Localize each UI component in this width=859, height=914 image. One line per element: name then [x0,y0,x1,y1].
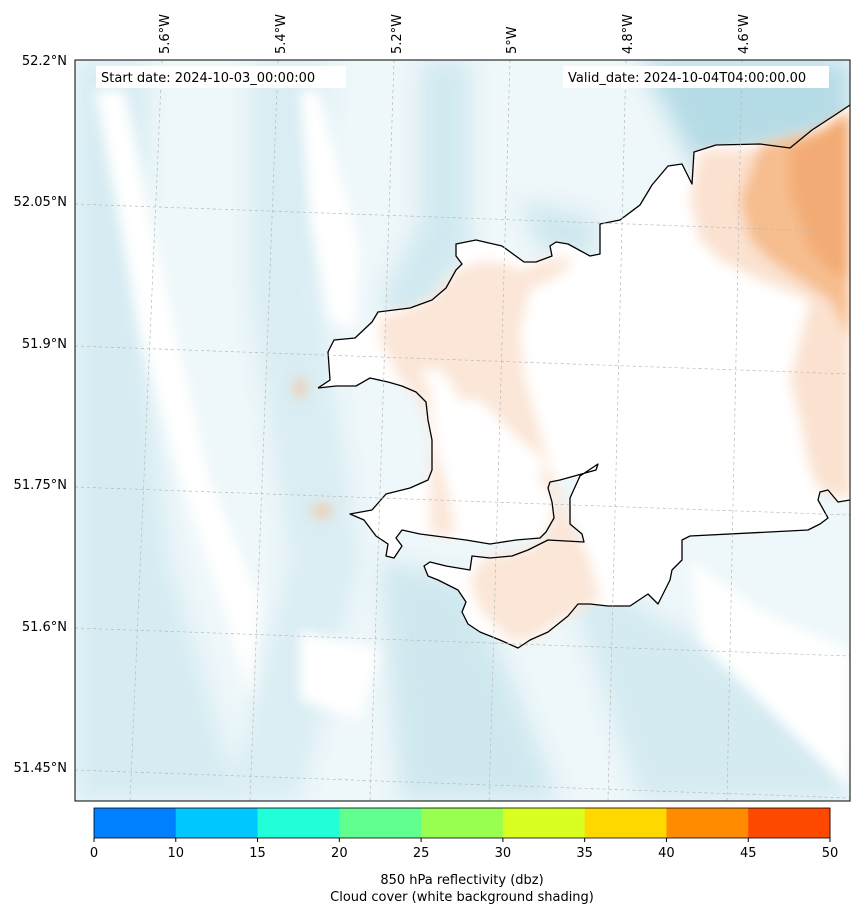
valid-date-box [563,66,829,88]
colorbar-frame [93,807,831,839]
map-frame [74,59,851,802]
colorbar-segment [94,808,177,838]
lat-label: 52.2°N [22,54,67,69]
colorbar-tick-label: 30 [495,846,512,861]
colorbar-ticks: 0 10 15 20 25 30 35 40 45 50 [90,838,838,861]
reflectivity-area [790,115,850,280]
reflectivity-area [312,505,332,517]
cloud-band [380,60,470,330]
colorbar-segment [748,808,831,838]
reflectivity-shading [295,110,850,640]
lon-label: 5.6°W [158,14,173,54]
colorbar-subtitle: Cloud cover (white background shading) [330,890,594,905]
colorbar-segment [175,808,259,838]
colorbar-segments [94,808,831,838]
colorbar-tick-label: 0 [90,846,98,861]
cloud-cover-shading [75,60,850,801]
cloud-band [560,560,850,801]
longitude-labels: 5.6°W 5.4°W 5.2°W 5°W 4.8°W 4.6°W [158,14,752,54]
clear-streak [95,90,260,700]
valid-date-text: Valid_date: 2024-10-04T04:00:00.00 [568,71,806,86]
graticule [75,60,850,801]
lon-label: 4.8°W [621,14,636,54]
reflectivity-area [295,378,305,398]
colorbar-segment [584,808,667,838]
cloud-band [380,560,560,801]
colorbar-tick-label: 50 [822,846,839,861]
colorbar-tick-label: 35 [576,846,593,861]
meridian [129,60,163,801]
colorbar-segment [421,808,504,838]
latitude-labels: 52.2°N 52.05°N 51.9°N 51.75°N 51.6°N 51.… [14,54,67,776]
coastline [317,104,850,649]
clear-streak [300,90,360,330]
colorbar-tick-label: 20 [331,846,348,861]
cloud-band [520,200,600,260]
colorbar-segment [257,808,340,838]
lon-label: 5.2°W [390,14,405,54]
colorbar-tick-label: 40 [658,846,675,861]
colorbar-segment [666,808,749,838]
clear-streak [690,560,850,790]
lat-label: 51.9°N [22,337,67,352]
colorbar-tick-label: 45 [740,846,757,861]
lat-label: 51.45°N [14,761,67,776]
colorbar-title: 850 hPa reflectivity (dbz) [380,873,543,888]
colorbar-segment [339,808,422,838]
colorbar-tick-label: 10 [168,846,185,861]
cloud-band [640,60,850,175]
lon-label: 5°W [505,26,520,54]
lon-label: 5.4°W [274,14,289,54]
lat-label: 51.6°N [22,620,67,635]
clear-streak [300,630,380,720]
lat-label: 52.05°N [14,195,67,210]
cloud-band [230,60,360,801]
start-date-box [96,66,346,88]
colorbar-tick-label: 25 [413,846,430,861]
colorbar-tick-label: 15 [249,846,266,861]
colorbar: 0 10 15 20 25 30 35 40 45 50 850 hPa reflectivity… [90,807,838,905]
colorbar-segment [502,808,586,838]
lon-label: 4.6°W [737,14,752,54]
map-panel: Start date: 2024-10-03_00:00:00 Valid_da… [75,60,850,801]
clear-sky-streaks [95,90,850,790]
cloud-band [75,60,240,801]
start-date-text: Start date: 2024-10-03_00:00:00 [101,71,315,86]
reflectivity-area [380,258,600,640]
lat-label: 51.75°N [14,478,67,493]
